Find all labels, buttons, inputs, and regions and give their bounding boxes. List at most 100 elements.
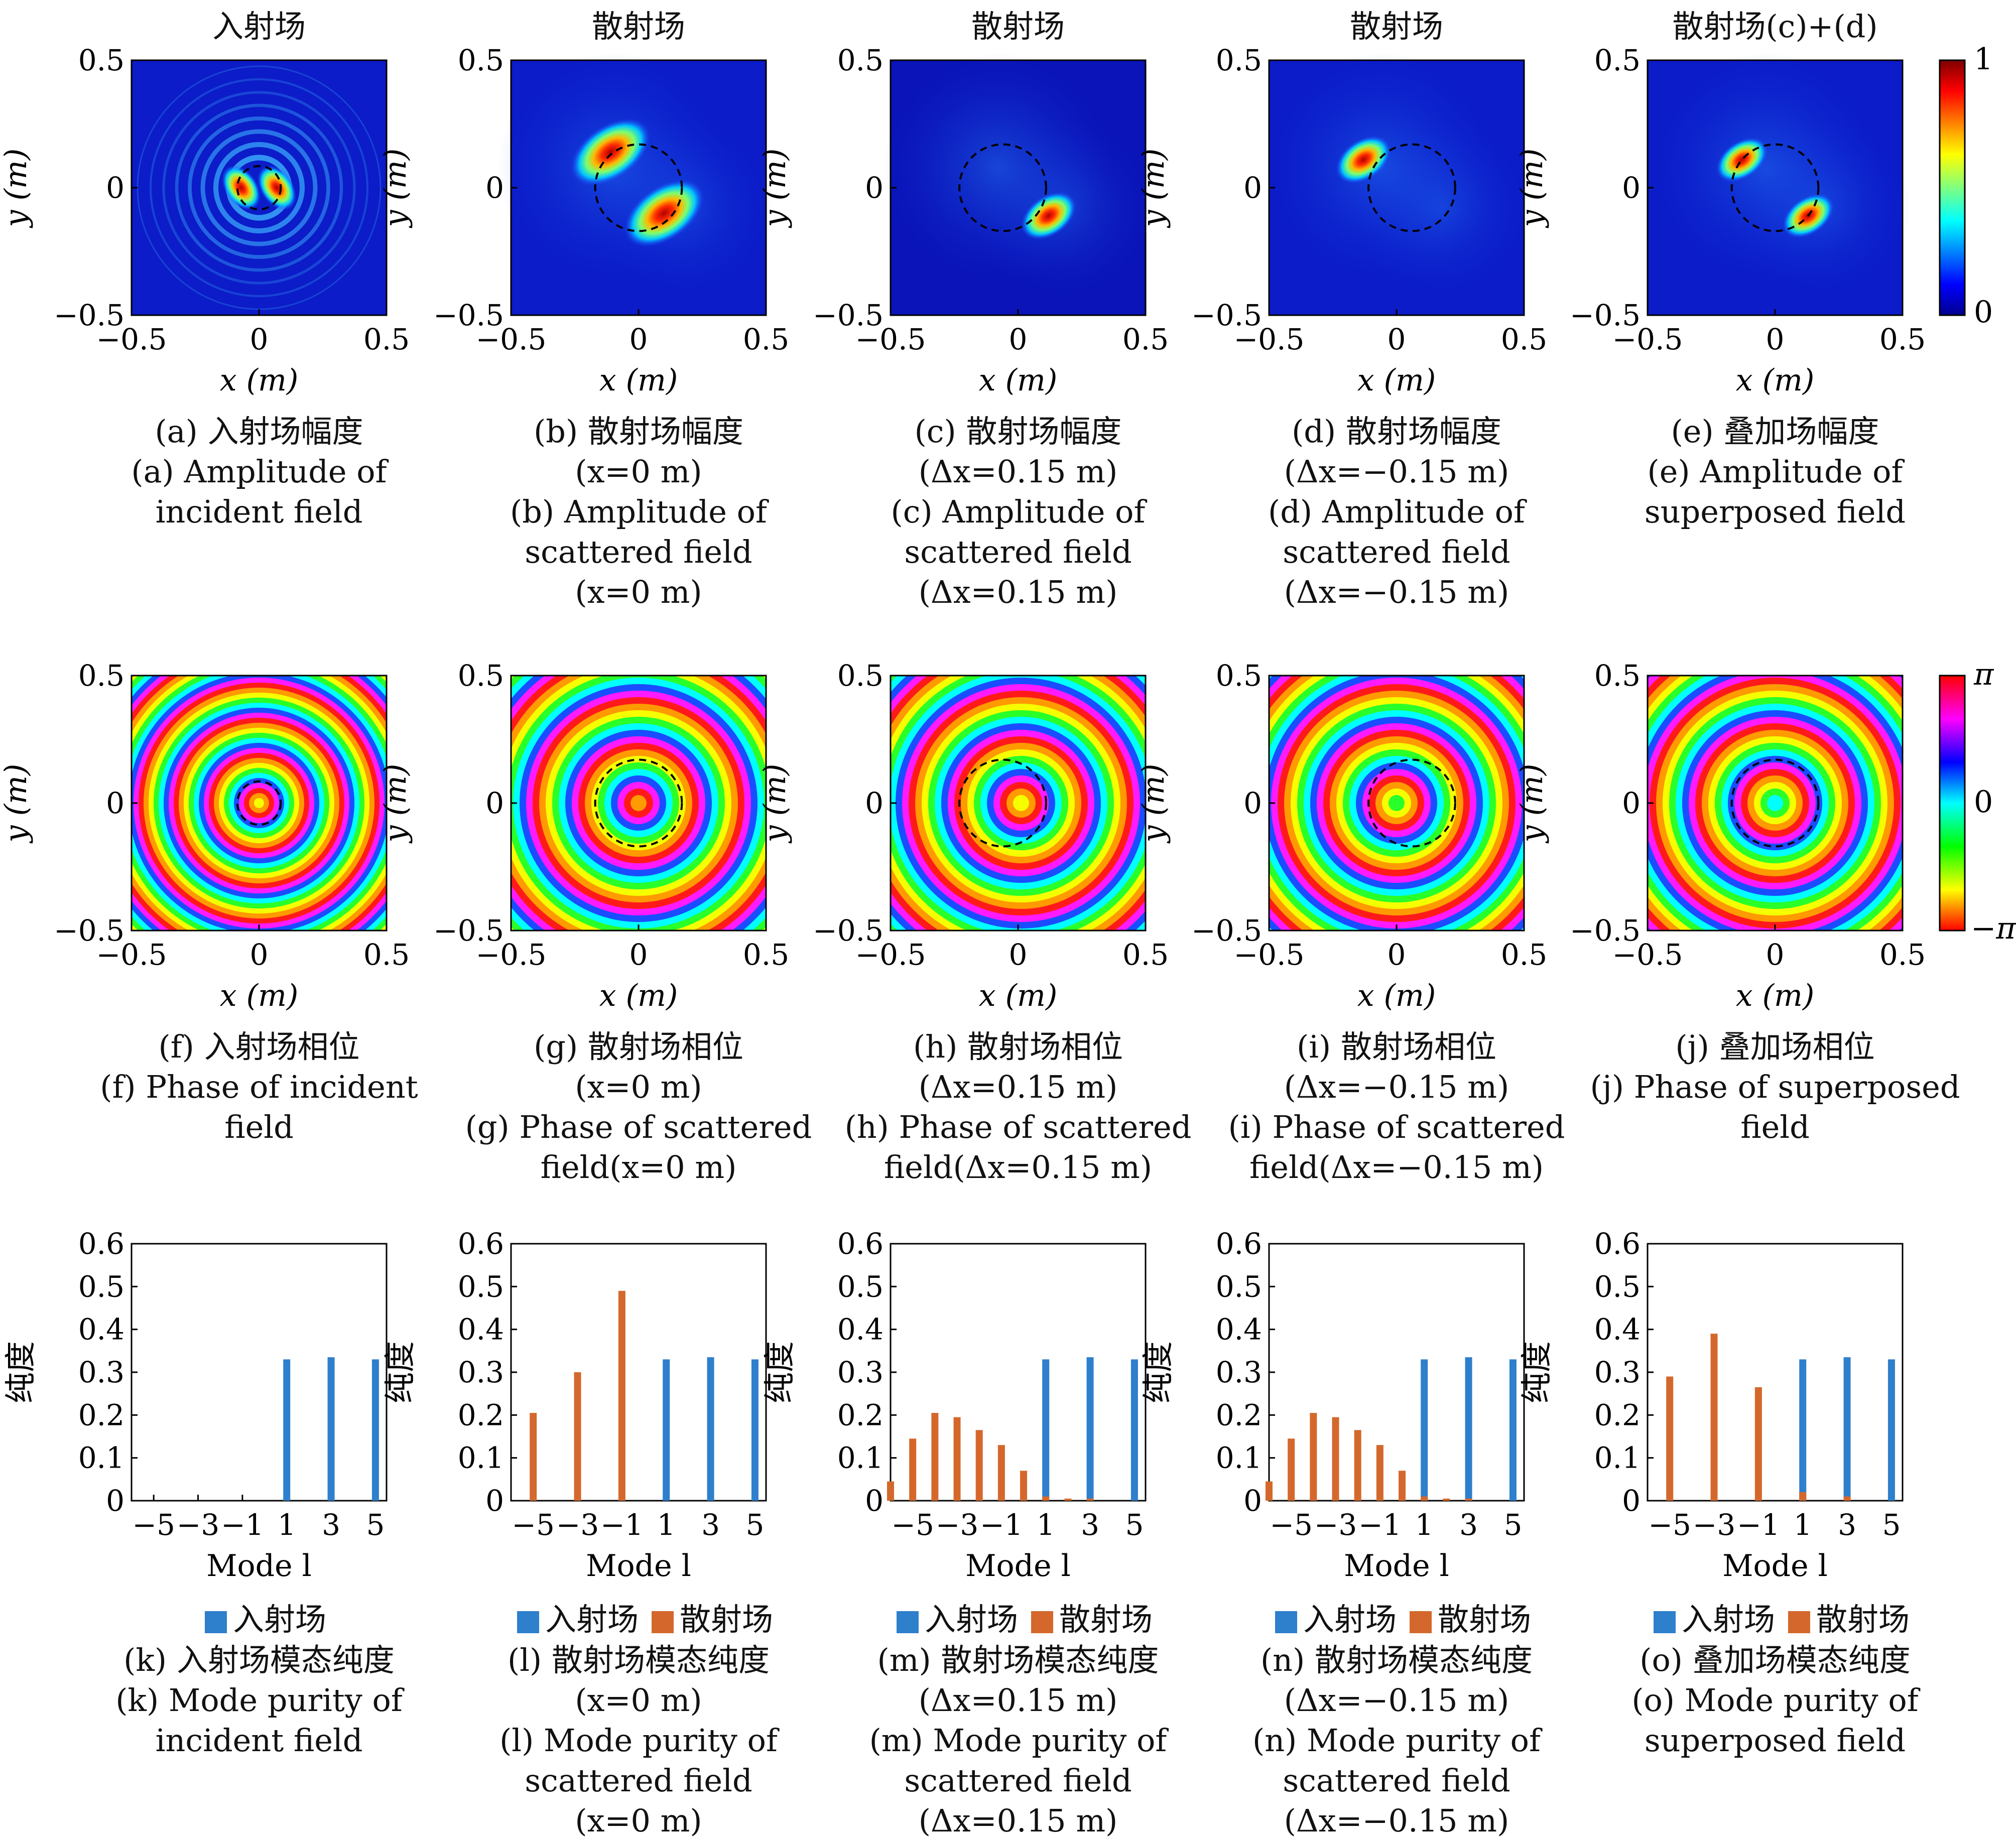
caption-line: (l) Mode purity of: [499, 1722, 778, 1759]
purity-xtick-label: −1: [221, 1508, 264, 1542]
purity-ytick-label: 0.1: [78, 1441, 124, 1475]
amplitude-axis-xtick-label: 0: [250, 322, 269, 356]
phase-axis-ytick-label: 0: [1243, 786, 1262, 820]
purity-bar: [1288, 1438, 1295, 1501]
legend-label: 入射场: [924, 1601, 1018, 1638]
phase-pattern: [891, 676, 1146, 931]
purity-xtick-label: 3: [322, 1508, 340, 1542]
amplitude-colorbar-max: 1: [1974, 42, 1993, 77]
phase-panel-f: −0.5−0.5 0 0 0.5 0.5 x (m) y (m): [0, 659, 410, 1013]
caption-line: (d) Amplitude of: [1268, 493, 1525, 530]
phase-axis-xtick-label: 0.5: [363, 938, 410, 972]
caption-line: (b) Amplitude of: [510, 493, 767, 530]
amplitude-ring: [149, 78, 369, 298]
legend-label: 散射场: [1438, 1601, 1532, 1638]
phase-axis-ylabel: y (m): [378, 764, 413, 844]
purity-xtick-label: 1: [1037, 1508, 1055, 1542]
purity-bar: [1465, 1357, 1472, 1501]
purity-bar: [1465, 1498, 1472, 1501]
phase-axis-xtick-label: 0.5: [1501, 938, 1547, 972]
purity-xtick-label: −5: [891, 1508, 934, 1542]
purity-ytick-label: 0.1: [458, 1441, 504, 1475]
phase-axis-ylabel: y (m): [1136, 764, 1171, 844]
purity-bar: [327, 1357, 335, 1501]
caption-line: (l) 散射场模态纯度: [508, 1642, 770, 1678]
scatterer-outline: [1730, 143, 1820, 232]
amplitude-panel-b: −0.5−0.5 0 0 0.5 0.5 x (m) y (m): [378, 43, 789, 398]
caption-line: (m) 散射场模态纯度: [877, 1642, 1159, 1678]
purity-ytick-label: 0.6: [837, 1227, 884, 1261]
column-title: 散射场: [1349, 8, 1443, 45]
purity-bar: [1354, 1430, 1361, 1501]
amplitude-axis-ytick-label: 0.5: [78, 43, 124, 77]
purity-bar: [1332, 1417, 1339, 1501]
purity-ytick-label: 0.4: [837, 1312, 884, 1347]
phase-axis-ylabel: y (m): [758, 764, 793, 844]
phase-axis-ytick-label: 0.5: [458, 659, 504, 693]
purity-bar: [371, 1359, 379, 1501]
purity-ytick-label: 0.5: [837, 1269, 884, 1303]
purity-legend: 入射场: [63, 1594, 455, 1639]
caption-line: superposed field: [1644, 493, 1906, 530]
phase-axis-xtick-label: 0.5: [1879, 938, 1926, 972]
caption-line: (Δx=−0.15 m): [1284, 1069, 1509, 1105]
scatterer-outline: [1367, 143, 1456, 232]
phase-pattern: [1648, 676, 1903, 931]
purity-ytick-label: 0.4: [78, 1312, 124, 1347]
phase-panel-i: −0.5−0.5 0 0 0.5 0.5 x (m) y (m): [1136, 659, 1547, 1013]
purity-bar: [1799, 1359, 1807, 1501]
legend-swatch: [1410, 1611, 1432, 1633]
scatterer-outline: [1730, 758, 1820, 848]
amplitude-blob: [1021, 192, 1076, 240]
caption-line: incident field: [155, 1722, 363, 1759]
caption-line: scattered field: [525, 1762, 752, 1799]
caption-line: (Δx=0.15 m): [918, 1802, 1118, 1839]
amplitude-panel-a: −0.5−0.5 0 0 0.5 0.5 x (m) y (m): [0, 43, 410, 398]
legend-swatch: [517, 1611, 539, 1633]
caption-line: field: [224, 1109, 294, 1145]
amplitude-ring: [162, 91, 356, 285]
caption-line: (k) Mode purity of: [115, 1682, 403, 1719]
panel-caption: (e) 叠加场幅度 (e) Amplitude of superposed fiel…: [1579, 412, 1971, 532]
purity-bar: [1666, 1376, 1674, 1501]
purity-xtick-label: −3: [1693, 1508, 1736, 1542]
caption-line: (Δx=0.15 m): [918, 1069, 1118, 1105]
amplitude-axis-xlabel: x (m): [1736, 363, 1815, 398]
panel-caption: (g) 散射场相位 (x=0 m) (g) Phase of scattered fi…: [443, 1027, 834, 1188]
purity-bar: [931, 1413, 939, 1501]
purity-frame: [510, 1243, 767, 1502]
purity-ylabel: 纯度: [761, 1341, 798, 1403]
purity-ytick-label: 0.3: [78, 1355, 124, 1389]
phase-axis-xtick-label: 0: [1388, 938, 1406, 972]
legend-label: 散射场: [1816, 1601, 1910, 1638]
purity-ytick-label: 0.3: [458, 1355, 504, 1389]
caption-line: superposed field: [1644, 1722, 1906, 1759]
purity-bar: [1266, 1481, 1273, 1501]
caption-line: (Δx=0.15 m): [918, 574, 1118, 610]
caption-line: (j) Phase of superposed: [1590, 1069, 1960, 1105]
purity-legend: 入射场 散射场: [1201, 1594, 1592, 1639]
phase-colorbar: [1939, 675, 1966, 932]
phase-axis-ylabel: y (m): [0, 764, 34, 844]
purity-xtick-label: −1: [1737, 1508, 1780, 1542]
caption-line: scattered field: [525, 534, 752, 570]
purity-ytick-label: 0.4: [1594, 1312, 1641, 1347]
purity-bar: [1020, 1471, 1028, 1501]
amplitude-axis-ytick-label: 0.5: [1594, 43, 1641, 77]
purity-chart-l: 0 0.1 0.2 0.3 0.4 0.5 0.6 −5 −3 −1 1 3 5 Mode l 纯度: [382, 1227, 767, 1584]
purity-xtick-label: −1: [980, 1508, 1023, 1542]
purity-bar: [618, 1290, 625, 1501]
purity-xtick-label: 1: [657, 1508, 676, 1542]
purity-bar: [1086, 1498, 1094, 1501]
purity-bar: [530, 1413, 537, 1501]
legend-label: 入射场: [1681, 1601, 1775, 1638]
purity-xtick-label: −5: [1648, 1508, 1691, 1542]
caption-line: (x=0 m): [575, 453, 702, 490]
purity-bar: [1421, 1496, 1428, 1501]
amplitude-axis-ytick-label: 0: [485, 171, 504, 205]
purity-xlabel: Mode l: [965, 1548, 1071, 1584]
purity-bar: [1310, 1413, 1317, 1501]
purity-ylabel: 纯度: [1518, 1341, 1555, 1403]
caption-line: (x=0 m): [575, 1682, 702, 1719]
